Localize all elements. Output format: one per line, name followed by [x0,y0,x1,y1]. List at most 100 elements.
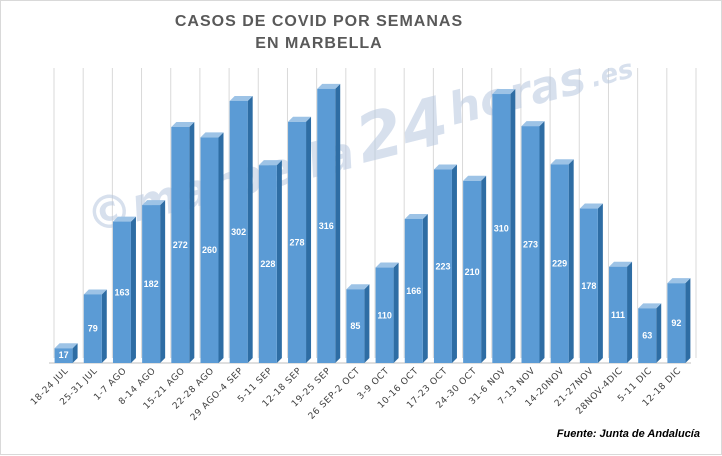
bar-front [433,169,452,363]
bar-side [130,216,136,363]
data-label: 182 [144,279,159,289]
bar [317,83,341,363]
data-label: 17 [59,350,69,360]
bars-layer [54,83,691,364]
bar [171,122,195,363]
bar-front [288,121,307,363]
bar-side [189,122,195,363]
bar-side [510,89,516,363]
data-label: 278 [290,237,305,247]
bar-front [521,126,540,363]
bar-side [72,343,78,363]
bar-top [142,200,166,206]
bar-front [317,88,336,363]
bar-front [258,165,277,363]
bar-front [609,266,628,363]
grid-layer [49,68,697,364]
bar-side [627,261,633,363]
bar-top [463,175,487,181]
bar-side [306,116,312,363]
bar-top [83,289,107,295]
bar-side [247,95,253,364]
bar-side [160,200,166,363]
bar [375,262,399,363]
bar-top [521,121,545,127]
bar-top [550,159,574,165]
chart-title-line-1: CASOS DE COVID POR SEMANAS [175,13,463,30]
bar-top [346,284,370,290]
bar [258,160,282,363]
data-label: 166 [406,286,421,296]
bar-top [667,278,691,284]
bar-side [597,203,603,363]
bar [142,200,166,363]
data-label: 223 [435,261,450,271]
bar [638,303,662,363]
bar-side [656,303,662,363]
bar-top [112,216,136,222]
bar-side [276,160,282,363]
bar-front [550,164,569,363]
bar [112,216,136,363]
bar-front [83,294,102,363]
chart-title-line-2: EN MARBELLA [255,35,382,52]
bar [54,343,78,363]
watermark-suffix: .es [587,54,636,94]
bar-front [171,127,190,363]
data-label: 210 [465,267,480,277]
data-label: 178 [581,281,596,291]
bar [463,175,487,363]
bar [404,213,428,363]
bar-side [101,289,107,363]
bar-side [335,83,341,363]
watermark-number: 24 [348,82,456,179]
data-label: 111 [611,310,625,320]
bar-side [451,164,457,363]
bar-front [667,283,686,363]
bar-top [200,132,224,138]
data-label: 110 [377,310,392,320]
x-tick-label: 26 SEP-2 OCT [307,366,363,422]
bar-front [112,221,131,363]
bar-front [375,267,394,363]
data-label: 302 [231,227,246,237]
bar [550,159,574,363]
data-label: 163 [114,287,129,297]
bar-top [609,261,633,267]
bar-top [492,89,516,95]
bar-front [404,218,423,363]
bar [433,164,457,363]
data-label: 260 [202,245,217,255]
data-label: 272 [173,240,188,250]
bar [346,284,370,363]
bar-side [539,121,545,363]
bar-front [54,348,73,363]
bar [229,95,253,364]
bar-front [492,94,511,363]
watermark-right: horas [443,53,590,136]
bar-top [433,164,457,170]
data-label: 228 [260,259,275,269]
bar-front [579,208,598,363]
bar-top [171,122,195,127]
bar-side [568,159,574,363]
bar-side [481,175,487,363]
bar [83,289,107,363]
bar-top [317,83,341,89]
source-note: Fuente: Junta de Andalucía [557,428,700,440]
data-label: 63 [642,331,652,341]
bar [288,116,312,363]
bar-front [638,308,657,363]
bar-top [54,343,78,349]
bar-front [229,100,248,364]
bar [521,121,545,363]
bar-top [375,262,399,268]
data-label: 85 [350,321,360,331]
bar-side [393,262,399,363]
data-label: 310 [494,224,509,234]
x-tick-label: 29 AGO-4 SEP [189,366,246,423]
bar-side [422,213,428,363]
bar [579,203,603,363]
